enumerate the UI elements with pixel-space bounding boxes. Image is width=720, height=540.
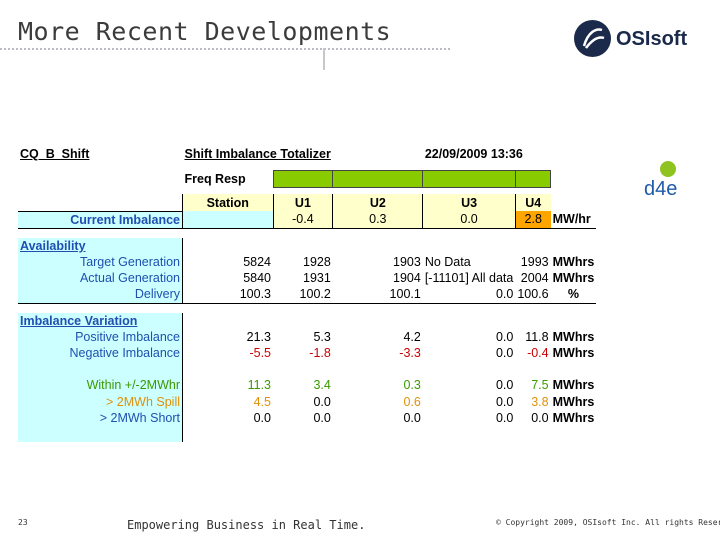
freq-resp-cell-4	[514, 170, 552, 189]
cell: 0.6	[403, 394, 421, 409]
cell: 4.5	[182, 393, 273, 410]
cell: -0.4	[527, 345, 549, 360]
cell: 0.0	[313, 410, 331, 425]
cell: 3.8	[531, 394, 549, 409]
row-label: Delivery	[18, 286, 183, 303]
footer-tagline: Empowering Business in Real Time.	[127, 518, 366, 532]
current-imbalance-label: Current Imbalance	[18, 211, 183, 229]
unit: MWhrs	[552, 271, 595, 286]
col-u4: U4	[514, 194, 551, 212]
cell: 11.3	[182, 377, 273, 394]
current-u4: 2.8	[514, 211, 551, 229]
cell: 4.2	[403, 329, 421, 344]
cell: 11.8	[525, 329, 549, 344]
current-u1: -0.4	[272, 211, 333, 229]
freq-resp-cell-1	[272, 170, 334, 189]
row-label: Actual Generation	[18, 270, 183, 287]
unit: %	[567, 287, 579, 302]
osisoft-logo: OSIsoft	[574, 20, 694, 58]
cell: 100.1	[389, 287, 421, 302]
cell: 5824	[182, 253, 273, 271]
cell: 100.6	[517, 287, 549, 302]
availability-heading: Availability	[18, 237, 183, 254]
row-label: Target Generation	[18, 253, 183, 271]
cell: 0.0	[403, 410, 421, 425]
unit: MWhrs	[552, 410, 595, 425]
unit: MWhrs	[552, 378, 595, 393]
d4e-logo: d4e	[642, 160, 690, 200]
osisoft-wordmark: OSIsoft	[616, 28, 688, 50]
report-datetime: 22/09/2009 13:36	[424, 147, 523, 162]
col-station: Station	[182, 194, 273, 212]
cell: 5.3	[313, 329, 331, 344]
cell: 0.0	[182, 409, 273, 426]
cell: 7.5	[531, 378, 549, 393]
cell: -1.8	[309, 345, 331, 360]
cell: 0.0	[495, 410, 514, 425]
cell: 0.0	[313, 394, 331, 409]
cell: 0.0	[495, 329, 514, 344]
title-underline	[0, 48, 450, 50]
row-label: Negative Imbalance	[18, 344, 183, 362]
cell: 0.0	[495, 287, 514, 302]
cell: No Data	[424, 255, 471, 270]
unit: MWhrs	[552, 345, 595, 360]
current-u2: 0.3	[332, 211, 423, 229]
cell: 1931	[303, 271, 331, 286]
cell: 100.3	[182, 286, 273, 303]
report-heading: Shift Imbalance Totalizer	[184, 147, 331, 162]
freq-resp-label: Freq Resp	[184, 172, 246, 187]
unit: MWhrs	[552, 394, 595, 409]
col-u3: U3	[422, 194, 516, 212]
cell: 0.3	[403, 378, 421, 393]
cell: 0.0	[495, 345, 514, 360]
imbalance-heading: Imbalance Variation	[18, 312, 183, 329]
cell: 21.3	[182, 328, 273, 345]
unit: MWhrs	[552, 329, 595, 344]
cell: 1903	[393, 255, 421, 270]
osisoft-emblem-icon	[574, 20, 611, 57]
cell: -3.3	[399, 345, 421, 360]
cell: 0.0	[531, 410, 549, 425]
cell: [-11101] All data	[424, 271, 514, 286]
report-name: CQ_B_Shift	[20, 147, 90, 162]
cell: 1904	[393, 271, 421, 286]
footer-copyright: © Copyright 2009, OSIsoft Inc. All right…	[496, 518, 720, 527]
page-number: 23	[18, 518, 28, 527]
row-label: > 2MWh Short	[18, 409, 183, 426]
cell: 0.0	[495, 378, 514, 393]
cell: 100.2	[299, 287, 331, 302]
row-label: > 2MWh Spill	[18, 393, 183, 410]
freq-resp-cell-2	[332, 170, 424, 189]
row-label: Within +/-2MWhr	[18, 377, 183, 394]
title-divider	[323, 48, 325, 70]
cell: 2004	[520, 271, 549, 286]
cell: 1993	[520, 255, 549, 270]
col-u2: U2	[332, 194, 423, 212]
shift-imbalance-report: CQ_B_Shift Shift Imbalance Totalizer 22/…	[18, 146, 597, 442]
current-u3: 0.0	[422, 211, 516, 229]
cell: 3.4	[313, 378, 331, 393]
freq-resp-cell-3	[422, 170, 516, 189]
col-u1: U1	[272, 194, 333, 212]
cell: 0.0	[495, 394, 514, 409]
unit: MWhrs	[552, 255, 595, 270]
cell: -5.5	[182, 344, 273, 362]
current-unit: MW/hr	[552, 212, 591, 227]
row-label: Positive Imbalance	[18, 328, 183, 345]
slide-title: More Recent Developments	[18, 17, 392, 46]
d4e-logo-text: d4e	[644, 178, 677, 200]
cell: 1928	[303, 255, 331, 270]
cell: 5840	[182, 270, 273, 287]
